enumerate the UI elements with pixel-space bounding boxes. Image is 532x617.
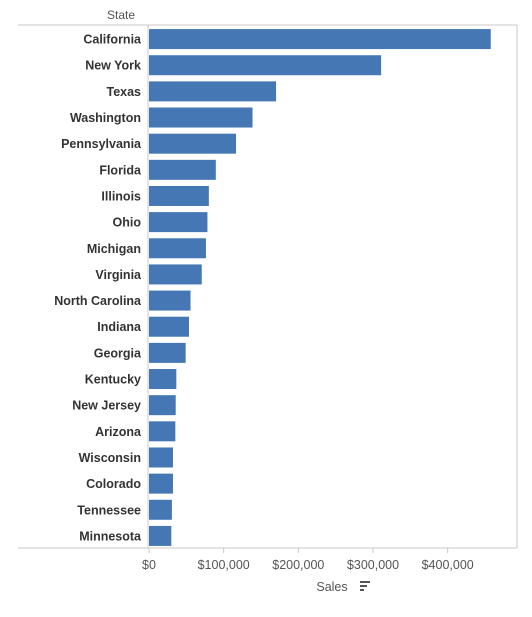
bar[interactable] [149, 185, 209, 206]
bar[interactable] [149, 473, 173, 494]
bar[interactable] [149, 107, 253, 128]
bar[interactable] [149, 499, 172, 520]
bar[interactable] [149, 212, 208, 233]
sort-descending-icon[interactable] [360, 581, 370, 591]
x-tick-label: $100,000 [198, 558, 250, 572]
bar[interactable] [149, 133, 236, 154]
bar[interactable] [149, 342, 186, 363]
row-label: Texas [106, 85, 141, 99]
row-label: Kentucky [85, 373, 141, 387]
row-label: Minnesota [79, 529, 142, 543]
x-tick-label: $300,000 [347, 558, 399, 572]
row-label: Ohio [113, 216, 142, 230]
bar[interactable] [149, 81, 277, 102]
row-label: Florida [99, 163, 142, 177]
row-label: Tennessee [77, 503, 141, 517]
bar[interactable] [149, 264, 202, 285]
bar[interactable] [149, 447, 173, 468]
row-label: Virginia [95, 268, 142, 282]
bar[interactable] [149, 29, 491, 50]
bar[interactable] [149, 290, 191, 311]
row-label: Illinois [101, 189, 141, 203]
x-tick-label: $0 [142, 558, 156, 572]
bar[interactable] [149, 395, 176, 416]
x-tick-label: $200,000 [272, 558, 324, 572]
bar[interactable] [149, 316, 189, 337]
x-axis-title: Sales [316, 580, 347, 594]
row-label: Colorado [86, 477, 141, 491]
row-labels: California New York Texas Washington Pennsyl… [54, 33, 142, 544]
row-label: California [83, 33, 142, 47]
bar[interactable] [149, 55, 382, 76]
bar[interactable] [149, 525, 172, 546]
row-header-label: State [107, 8, 135, 22]
row-label: Washington [70, 111, 141, 125]
x-axis-ticks: $0 $100,000 $200,000 $300,000 $400,000 [142, 548, 474, 572]
row-label: New York [85, 59, 141, 73]
row-label: Pennsylvania [61, 137, 142, 151]
row-label: Georgia [94, 346, 142, 360]
bar[interactable] [149, 421, 176, 442]
x-tick-label: $400,000 [422, 558, 474, 572]
row-label: Michigan [87, 242, 141, 256]
row-label: Indiana [97, 320, 142, 334]
row-label: Wisconsin [79, 451, 141, 465]
bar[interactable] [149, 369, 177, 390]
bar[interactable] [149, 159, 216, 180]
row-label: Arizona [95, 425, 142, 439]
row-label: North Carolina [54, 294, 142, 308]
bars [149, 29, 491, 546]
row-label: New Jersey [72, 399, 141, 413]
bar[interactable] [149, 238, 206, 259]
